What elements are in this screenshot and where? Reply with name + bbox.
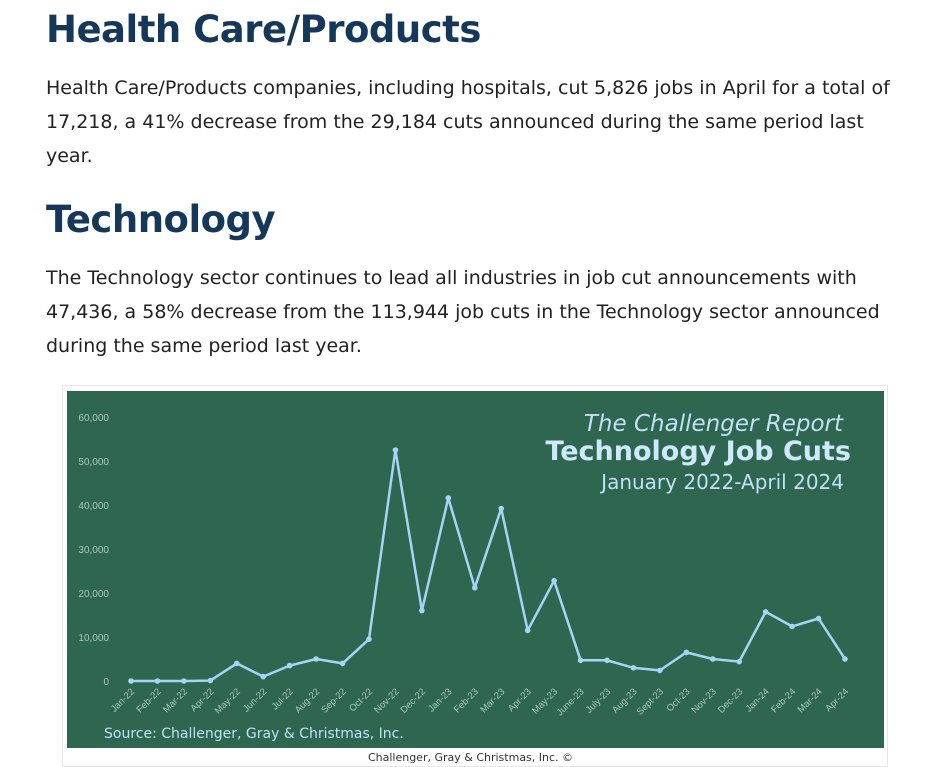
x-tick-label: Feb-22 (134, 686, 163, 715)
series-line (131, 448, 847, 683)
data-point (630, 665, 637, 671)
x-tick-label: Apr-22 (189, 686, 217, 714)
chart-plot: 0 10,000 20,000 30,000 40,000 50,000 60,000 Ja… (78, 413, 851, 718)
x-tick-label: Sept-23 (635, 686, 666, 717)
data-point (366, 636, 372, 642)
x-tick-label: May-22 (213, 686, 243, 716)
data-point (260, 673, 267, 680)
data-point (789, 623, 795, 630)
section-heading-health-care: Health Care/Products (46, 8, 481, 51)
data-point (551, 577, 557, 584)
chart-title: Technology Job Cuts (545, 436, 851, 467)
y-tick-label: 0 (103, 677, 109, 688)
data-point (657, 667, 663, 674)
x-tick-label: Jan-23 (426, 686, 454, 714)
chart-source: Source: Challenger, Gray & Christmas, In… (104, 726, 404, 742)
data-point (445, 495, 452, 501)
chart-report-name: The Challenger Report (583, 411, 843, 437)
section-body-health-care: Health Care/Products companies, includin… (46, 77, 890, 167)
x-tick-label: Mar-23 (478, 686, 507, 715)
data-point (709, 656, 716, 662)
data-point (762, 609, 769, 615)
x-tick-label: Nov-22 (372, 686, 401, 715)
data-point (181, 678, 187, 684)
data-point (577, 657, 584, 664)
section-body-technology: The Technology sector continues to lead … (46, 267, 880, 357)
data-point (419, 607, 425, 614)
data-point (604, 657, 610, 664)
data-point (233, 660, 240, 667)
x-tick-label: June-23 (555, 686, 587, 718)
data-point (128, 678, 134, 684)
data-point (524, 627, 531, 634)
x-tick-label: Nov-23 (689, 686, 718, 715)
data-point (736, 658, 743, 665)
data-point (339, 660, 346, 667)
data-point (207, 677, 214, 684)
data-point (498, 505, 505, 512)
x-tick-label: Jan-24 (743, 686, 771, 714)
x-tick-label: Mar-24 (796, 686, 825, 715)
y-tick-label: 20,000 (78, 589, 109, 600)
data-point (471, 584, 478, 591)
y-tick-label: 50,000 (78, 457, 109, 468)
copyright-caption: Challenger, Gray & Christmas, Inc. © (367, 751, 574, 764)
y-tick-label: 30,000 (78, 545, 109, 556)
chart-subtitle: January 2022-April 2024 (601, 470, 844, 494)
data-point (815, 615, 822, 622)
x-tick-label: Jul-22 (270, 686, 296, 712)
x-tick-label: Sep-22 (319, 686, 348, 715)
x-tick-label: Apr-23 (506, 686, 534, 714)
x-tick-label: Jun-22 (241, 686, 269, 714)
x-tick-label: Dec-23 (716, 686, 745, 715)
y-tick-label: 60,000 (78, 413, 109, 424)
technology-job-cuts-chart: 0 10,000 20,000 30,000 40,000 50,000 60,000 Ja… (67, 391, 884, 748)
x-tick-label: Aug-22 (293, 686, 322, 715)
data-point (286, 662, 293, 669)
data-point (683, 649, 690, 656)
data-point (842, 656, 848, 662)
x-tick-label: Feb-23 (452, 686, 481, 715)
x-tick-label: Oct-23 (665, 686, 693, 714)
x-tick-label: Mar-22 (161, 686, 190, 715)
x-tick-label: Apr-24 (823, 686, 851, 714)
data-point (392, 447, 399, 453)
x-tick-label: Jan-22 (109, 686, 137, 714)
x-tick-label: July-23 (584, 686, 613, 715)
y-tick-label: 40,000 (78, 501, 109, 512)
x-tick-label: Oct-22 (347, 686, 375, 714)
x-tick-label: Dec-22 (399, 686, 428, 715)
y-tick-label: 10,000 (78, 633, 109, 644)
data-point (313, 656, 319, 662)
x-tick-label: Feb-24 (769, 686, 798, 715)
section-heading-technology: Technology (46, 198, 276, 241)
data-point (154, 678, 161, 684)
